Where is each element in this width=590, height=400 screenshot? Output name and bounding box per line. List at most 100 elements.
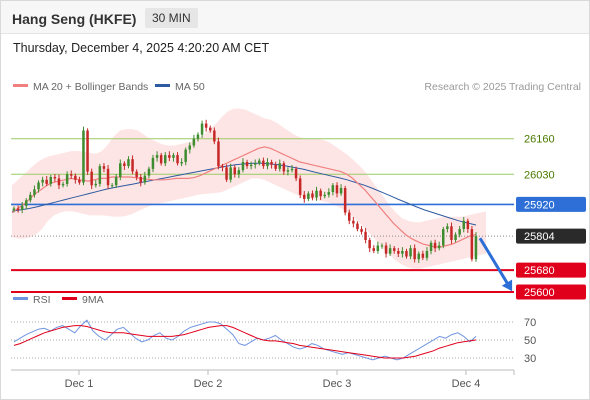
candle bbox=[139, 174, 142, 187]
candle-body bbox=[245, 162, 249, 167]
candle bbox=[45, 175, 48, 187]
candle-body bbox=[364, 231, 367, 240]
header-bar: Hang Seng (HKFE) 30 MIN bbox=[1, 1, 589, 34]
candle-body bbox=[437, 245, 441, 249]
rsi-legend-swatch bbox=[13, 297, 28, 300]
candle bbox=[196, 132, 200, 142]
candle-body bbox=[151, 157, 155, 169]
candle bbox=[20, 201, 24, 214]
timeframe-badge[interactable]: 30 MIN bbox=[145, 8, 198, 28]
ma20-legend-label: MA 20 + Bollinger Bands bbox=[33, 81, 148, 93]
candle bbox=[356, 221, 359, 232]
candle bbox=[303, 190, 306, 203]
candle bbox=[12, 206, 16, 213]
bollinger-band-layer bbox=[12, 108, 486, 269]
candle-body bbox=[127, 159, 130, 166]
candle-body bbox=[303, 194, 306, 199]
candle-body bbox=[49, 177, 52, 184]
candle-body bbox=[393, 248, 396, 251]
last-price-label: 25804 bbox=[516, 228, 586, 244]
x-tick-label: Dec 3 bbox=[323, 378, 352, 390]
candle-body bbox=[327, 192, 330, 195]
candle-body bbox=[65, 174, 69, 184]
candle-body bbox=[168, 155, 171, 158]
candle-body bbox=[294, 168, 298, 179]
candle bbox=[254, 159, 257, 169]
candle-body bbox=[25, 200, 28, 206]
datetime-label: Thursday, December 4, 2025 4:20:20 AM CE… bbox=[13, 41, 270, 55]
candle-body bbox=[94, 183, 97, 186]
candle bbox=[204, 119, 208, 132]
candle bbox=[147, 166, 151, 179]
rsi-tick-label: 30 bbox=[524, 353, 536, 365]
candle-body bbox=[405, 251, 408, 257]
candle-body bbox=[86, 130, 89, 172]
candle-body bbox=[184, 149, 187, 162]
candle-body bbox=[315, 190, 318, 198]
candle-body bbox=[110, 185, 114, 187]
candle-body bbox=[147, 168, 151, 176]
candle-body bbox=[209, 127, 212, 131]
candle-body bbox=[213, 130, 216, 142]
candle-body bbox=[204, 123, 208, 128]
candle bbox=[282, 161, 286, 175]
x-tick-label: Dec 2 bbox=[194, 378, 223, 390]
candle-body bbox=[388, 248, 392, 254]
candle-body bbox=[421, 253, 425, 258]
candle bbox=[290, 164, 294, 173]
candle-body bbox=[401, 251, 404, 254]
candle bbox=[327, 188, 330, 198]
ma20-legend-swatch bbox=[13, 84, 28, 87]
candle bbox=[143, 171, 147, 185]
candle-body bbox=[348, 212, 351, 221]
candle bbox=[82, 126, 85, 186]
candle bbox=[53, 174, 57, 182]
candle bbox=[470, 226, 474, 262]
candle bbox=[405, 248, 408, 259]
candle-body bbox=[78, 179, 81, 183]
candle-body bbox=[249, 164, 253, 167]
candle-body bbox=[380, 245, 384, 247]
candle bbox=[331, 183, 335, 196]
candle-body bbox=[12, 208, 16, 211]
ma50-legend-label: MA 50 bbox=[175, 81, 205, 93]
candle-body bbox=[376, 245, 380, 251]
candle bbox=[397, 247, 400, 257]
candle bbox=[49, 174, 52, 187]
candle bbox=[25, 198, 28, 210]
candle-body bbox=[356, 223, 359, 230]
candle-body bbox=[233, 167, 236, 175]
candle-body bbox=[241, 162, 245, 171]
candle-body bbox=[119, 163, 122, 177]
candle bbox=[429, 240, 433, 255]
candle bbox=[450, 222, 453, 244]
candle bbox=[217, 137, 220, 170]
candle bbox=[70, 170, 73, 179]
candle bbox=[352, 217, 355, 228]
candle-body bbox=[139, 177, 142, 183]
candle bbox=[298, 175, 302, 199]
candle-body bbox=[221, 166, 224, 168]
candle-body bbox=[102, 166, 106, 169]
candle-body bbox=[33, 189, 36, 195]
candle-body bbox=[135, 171, 138, 178]
rsi9-legend-swatch bbox=[62, 297, 77, 300]
candle bbox=[221, 163, 224, 172]
candle-body bbox=[61, 183, 65, 186]
last-price-label-text: 25804 bbox=[524, 231, 555, 243]
candle-body bbox=[106, 168, 110, 186]
candle-body bbox=[433, 242, 437, 249]
candle bbox=[29, 191, 32, 203]
candle-body bbox=[339, 188, 343, 194]
rsi-legend-label: RSI bbox=[33, 294, 51, 306]
candle bbox=[409, 245, 412, 260]
candle bbox=[57, 174, 61, 190]
candle-body bbox=[258, 160, 261, 164]
x-tick-label: Dec 1 bbox=[65, 378, 94, 390]
candle bbox=[343, 185, 347, 216]
support-label-s2-text: 25600 bbox=[524, 287, 555, 299]
candle-body bbox=[384, 245, 388, 254]
bollinger-band bbox=[12, 108, 486, 269]
candle bbox=[241, 158, 245, 173]
candle bbox=[65, 171, 69, 187]
